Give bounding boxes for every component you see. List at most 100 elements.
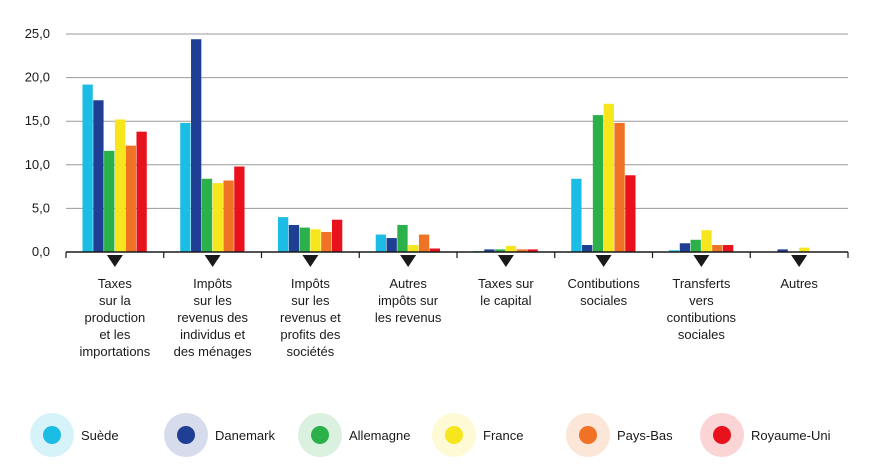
legend-label: Pays-Bas (617, 427, 673, 443)
bar (701, 230, 712, 252)
category-label-line: Taxes (98, 276, 132, 291)
category-label: Contibutions sociales (567, 276, 640, 308)
category-label-line: des ménages (174, 344, 253, 359)
category-label-line: le capital (480, 293, 531, 308)
bar (690, 239, 701, 252)
bar (679, 243, 691, 252)
category-label-line: vers (689, 293, 714, 308)
bar-chart: 0,0 5,0 10,0 15,0 20,0 25,0 Taxes sur la product… (25, 26, 849, 359)
bar (82, 84, 93, 252)
category-marker-icon (791, 255, 808, 267)
bar (484, 249, 495, 252)
bar (299, 227, 310, 252)
bar (592, 115, 604, 252)
bar (331, 219, 343, 252)
legend-item: France (432, 413, 523, 457)
category-label-line: revenus des (177, 310, 248, 325)
y-tick-label: 0,0 (32, 244, 50, 259)
legend-item: Suède (30, 413, 119, 457)
bar (668, 250, 680, 252)
bar (516, 249, 527, 252)
bar (603, 103, 614, 252)
chart-area: 0,0 5,0 10,0 15,0 20,0 25,0 Taxes sur la product… (25, 26, 849, 359)
bar (386, 238, 397, 252)
legend-label: Suède (81, 427, 119, 443)
category-label-line: sur les (193, 293, 232, 308)
category-marker-icon (595, 255, 612, 267)
legend-swatch-halo (30, 413, 74, 457)
bar (799, 247, 810, 252)
category-label: Impôts sur les revenus des individus et des … (174, 276, 253, 359)
bar (223, 180, 234, 252)
category-label-line: production (85, 310, 146, 325)
legend-label: Allemagne (349, 427, 411, 443)
category-label: Autres impôts sur les revenus (375, 276, 442, 325)
bar (191, 39, 202, 253)
category-label-line: Impôts (291, 276, 331, 291)
category-label-line: revenus et (280, 310, 341, 325)
bar (93, 100, 104, 253)
y-tick-label: 20,0 (25, 70, 50, 85)
category-label-line: Contibutions (567, 276, 640, 291)
category-label-line: sur la (99, 293, 132, 308)
category-label-line: individus et (180, 327, 245, 342)
category-marker-icon (204, 255, 221, 267)
bar (234, 166, 245, 252)
category-label-line: sur les (291, 293, 330, 308)
bar (505, 245, 517, 252)
bar (614, 122, 625, 252)
legend-swatch-halo (164, 413, 208, 457)
legend-label: Royaume-Uni (751, 427, 831, 443)
bar (429, 248, 441, 252)
bar (114, 119, 126, 253)
bar (625, 175, 636, 252)
legend-swatch (445, 426, 463, 444)
category-label: Taxes sur la production et les importations (79, 276, 150, 359)
legend-item: Allemagne (298, 413, 410, 457)
bar (495, 249, 506, 252)
category-label-line: sociétés (287, 344, 335, 359)
legend: Suède Danemark Allemagne France Pays-Bas Roya… (0, 405, 882, 465)
legend-swatch-halo (298, 413, 342, 457)
legend-item: Danemark (164, 413, 275, 457)
bar (321, 231, 332, 252)
legend-swatch (177, 426, 195, 444)
category-label-line: sociales (580, 293, 627, 308)
category-marker-icon (497, 255, 514, 267)
legend-swatch (713, 426, 731, 444)
category-label-line: profits des (280, 327, 340, 342)
legend-swatch-halo (566, 413, 610, 457)
bar (288, 224, 300, 252)
bar (277, 217, 289, 252)
bar (582, 245, 593, 252)
category-marker-icon (302, 255, 319, 267)
category-label-line: importations (79, 344, 150, 359)
category-label-line: Autres (389, 276, 427, 291)
category-marker-icon (693, 255, 710, 267)
category-label-line: Impôts (193, 276, 233, 291)
y-tick-label: 15,0 (25, 113, 50, 128)
legend-swatch (579, 426, 597, 444)
bar (180, 122, 191, 252)
y-tick-label: 10,0 (25, 157, 50, 172)
category-label-line: contibutions (667, 310, 737, 325)
category-label-line: impôts sur (378, 293, 439, 308)
legend-item: Pays-Bas (566, 413, 673, 457)
y-tick-label: 5,0 (32, 200, 50, 215)
legend-swatch-halo (432, 413, 476, 457)
category-label-line: Taxes sur (478, 276, 534, 291)
bar (136, 131, 147, 252)
category-label-line: Autres (780, 276, 818, 291)
bar (212, 183, 223, 252)
category-label: Transferts vers contibutions sociales (667, 276, 737, 342)
legend-item: Royaume-Uni (700, 413, 830, 457)
category-label: Taxes sur le capital (478, 276, 534, 308)
category-label: Autres (780, 276, 818, 291)
bar (777, 249, 788, 252)
legend-swatch-halo (700, 413, 744, 457)
bar (418, 234, 430, 252)
bar (527, 249, 538, 252)
category-label-line: Transferts (672, 276, 731, 291)
y-tick-label: 25,0 (25, 26, 50, 41)
legend-swatch (43, 426, 61, 444)
